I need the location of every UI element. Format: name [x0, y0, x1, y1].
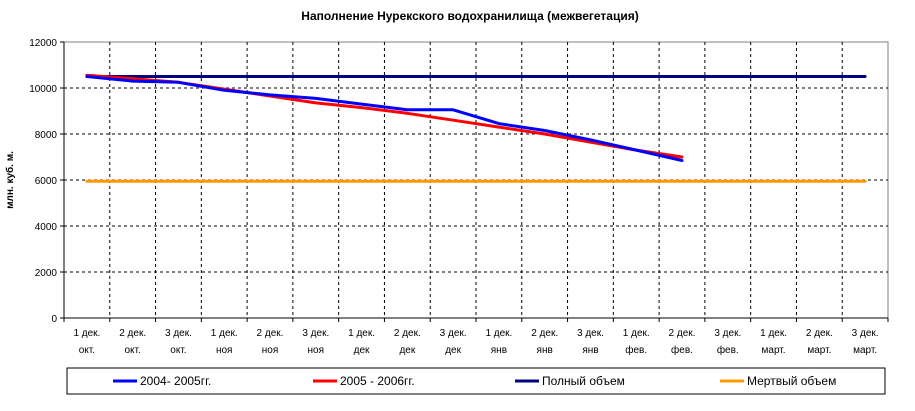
x-tick-label: ноя: [216, 345, 233, 356]
x-tick-label: март.: [853, 345, 877, 356]
x-tick-label: 2 дек.: [806, 328, 833, 339]
chart-title: Наполнение Нурекского водохранилища (меж…: [301, 9, 638, 23]
x-tick-label: март.: [807, 345, 831, 356]
y-tick-label: 4000: [35, 222, 58, 233]
y-tick-label: 10000: [29, 84, 57, 95]
x-tick-label: окт.: [170, 345, 186, 356]
legend-label: 2005 - 2006гг.: [340, 374, 415, 388]
legend-label: 2004- 2005гг.: [140, 374, 211, 388]
y-axis-ticks: 0 2000 4000 6000 8000 10000 12000: [29, 38, 65, 325]
x-tick-label: 2 дек.: [119, 328, 146, 339]
y-tick-label: 0: [51, 314, 57, 325]
y-tick-label: 12000: [29, 38, 57, 49]
x-tick-label: фев.: [717, 344, 739, 356]
x-tick-label: 1 дек.: [211, 328, 238, 339]
legend-label: Полный объем: [542, 374, 625, 388]
x-tick-label: окт.: [79, 345, 95, 356]
x-tick-label: 2 дек.: [257, 328, 284, 339]
x-tick-label: фев.: [625, 344, 647, 356]
x-tick-label: 1 дек.: [348, 328, 375, 339]
x-tick-label: 2 дек.: [394, 328, 421, 339]
x-tick-label: янв: [537, 345, 553, 356]
x-tick-label: 3 дек.: [714, 328, 741, 339]
x-tick-label: дек: [445, 345, 461, 356]
legend-label: Мертвый объем: [747, 374, 836, 388]
x-tick-label: ноя: [262, 345, 279, 356]
x-tick-label: 1 дек.: [485, 328, 512, 339]
x-tick-label: 3 дек.: [165, 328, 192, 339]
x-tick-label: ноя: [308, 345, 325, 356]
y-tick-label: 6000: [35, 176, 58, 187]
x-tick-label: дек: [399, 345, 415, 356]
x-tick-label: 3 дек.: [440, 328, 467, 339]
x-tick-label: 3 дек.: [302, 328, 329, 339]
y-axis-label: млн. куб. м.: [4, 151, 16, 209]
x-axis-ticks: 1 дек. окт. 2 дек. окт. 3 дек. окт. 1 дек. ноя 2…: [63, 317, 889, 356]
x-tick-label: март.: [762, 345, 786, 356]
x-tick-label: 1 дек.: [760, 328, 787, 339]
x-tick-label: 2 дек.: [669, 328, 696, 339]
y-tick-label: 2000: [35, 268, 58, 279]
x-tick-label: 1 дек.: [623, 328, 650, 339]
x-tick-label: фев.: [671, 344, 693, 356]
series-line: [85, 75, 684, 162]
x-tick-label: 3 дек.: [852, 328, 879, 339]
x-tick-label: дек: [354, 345, 370, 356]
x-tick-label: окт.: [125, 345, 141, 356]
x-tick-label: янв: [582, 345, 598, 356]
legend: 2004- 2005гг. 2005 - 2006гг. Полный объем М…: [113, 374, 836, 388]
legend-box: [66, 367, 886, 395]
series-lines: [85, 73, 867, 183]
x-tick-label: 3 дек.: [577, 328, 604, 339]
x-tick-label: 1 дек.: [73, 328, 100, 339]
x-tick-label: 2 дек.: [531, 328, 558, 339]
x-tick-label: янв: [491, 345, 507, 356]
y-tick-label: 8000: [35, 130, 58, 141]
